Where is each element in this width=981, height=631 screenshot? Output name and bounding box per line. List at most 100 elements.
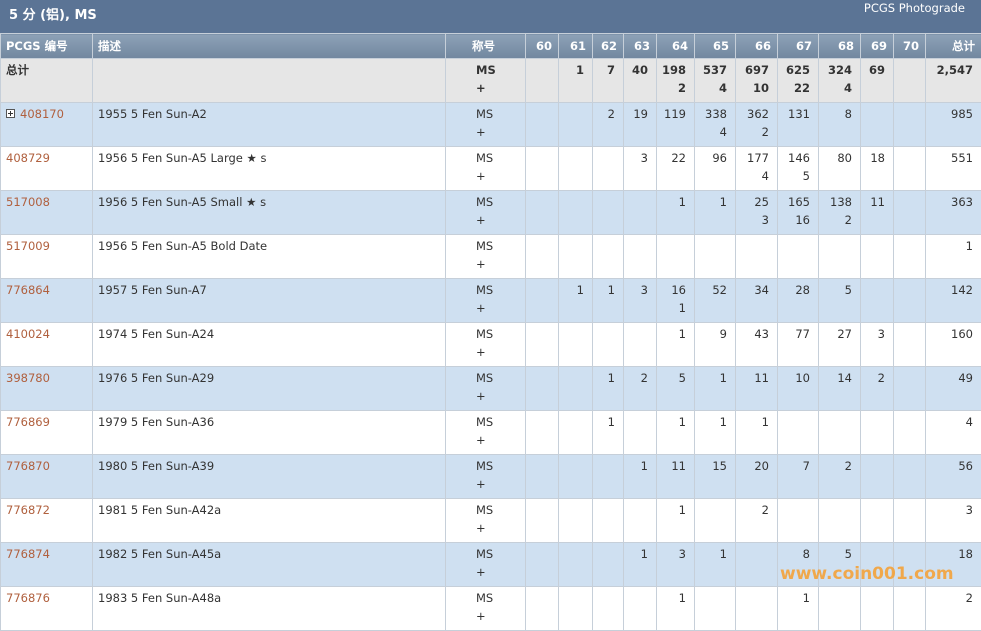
id-cell: 776870 bbox=[1, 455, 93, 499]
coin-id[interactable]: 776869 bbox=[6, 415, 50, 429]
grade-cell bbox=[559, 499, 593, 543]
grade-cell bbox=[559, 411, 593, 455]
cell-line: 34 bbox=[736, 281, 769, 299]
cell-line: 5 bbox=[657, 369, 686, 387]
subtitle[interactable]: PCGS Photograde bbox=[864, 1, 965, 15]
cell-line: 1 bbox=[657, 193, 686, 211]
coin-id[interactable]: 398780 bbox=[6, 371, 50, 385]
column-header: PCGS 编号 bbox=[1, 34, 93, 59]
grade-cell bbox=[819, 499, 861, 543]
title-bar: 5 分 (铝), MS PCGS Photograde bbox=[0, 0, 981, 33]
grade-cell bbox=[593, 323, 624, 367]
grade-cell bbox=[695, 235, 736, 279]
grade-cell: 1 bbox=[657, 587, 695, 631]
description-cell: 1980 5 Fen Sun-A39 bbox=[93, 455, 446, 499]
id-cell: 408170 bbox=[1, 103, 93, 147]
cell-line: 3 bbox=[624, 149, 648, 167]
grade-cell: 77 bbox=[778, 323, 819, 367]
cell-line: + bbox=[476, 343, 525, 361]
grade-cell: 11 bbox=[861, 191, 894, 235]
grade-cell bbox=[861, 411, 894, 455]
cell-line: 16 bbox=[778, 211, 810, 229]
grade-cell bbox=[736, 543, 778, 587]
cell-line: MS bbox=[476, 281, 525, 299]
coin-id[interactable]: 408170 bbox=[20, 107, 64, 121]
coin-id[interactable]: 776874 bbox=[6, 547, 50, 561]
grade-cell: 2 bbox=[624, 367, 657, 411]
grade-cell bbox=[861, 279, 894, 323]
coin-id[interactable]: 776872 bbox=[6, 503, 50, 517]
cell-line: 625 bbox=[778, 61, 810, 79]
grade-cell bbox=[894, 587, 926, 631]
grade-cell: 8 bbox=[819, 103, 861, 147]
cell-line: 9 bbox=[695, 325, 727, 343]
grade-cell bbox=[526, 59, 559, 103]
cell-line: 10 bbox=[778, 369, 810, 387]
grade-cell bbox=[593, 587, 624, 631]
grade-cell bbox=[559, 191, 593, 235]
cell-line: MS bbox=[476, 501, 525, 519]
cell-line: 1 bbox=[657, 299, 686, 317]
expand-icon[interactable] bbox=[6, 109, 15, 118]
grade-cell: 2 bbox=[819, 455, 861, 499]
grade-cell: 3 bbox=[624, 147, 657, 191]
grade-cell: 11 bbox=[736, 367, 778, 411]
grade-cell bbox=[894, 323, 926, 367]
grade-cell bbox=[559, 455, 593, 499]
cell-line: 2 bbox=[624, 369, 648, 387]
cell-line: 1 bbox=[778, 589, 810, 607]
cell-line: + bbox=[476, 431, 525, 449]
coin-id[interactable]: 410024 bbox=[6, 327, 50, 341]
cell-line: 165 bbox=[778, 193, 810, 211]
cell-line: MS bbox=[476, 325, 525, 343]
total-cell: 1 bbox=[926, 235, 981, 279]
grade-cell bbox=[624, 587, 657, 631]
grade-cell: 1 bbox=[593, 411, 624, 455]
cell-line: 1 bbox=[657, 325, 686, 343]
column-header: 70 bbox=[894, 34, 926, 59]
total-cell: 985 bbox=[926, 103, 981, 147]
grade-cell: 1 bbox=[695, 367, 736, 411]
coin-id[interactable]: 776864 bbox=[6, 283, 50, 297]
grade-cell: 28 bbox=[778, 279, 819, 323]
grade-cell: 1 bbox=[559, 279, 593, 323]
coin-id[interactable]: 408729 bbox=[6, 151, 50, 165]
description-cell: 1956 5 Fen Sun-A5 Large ★ s bbox=[93, 147, 446, 191]
cell-line: 1 bbox=[736, 413, 769, 431]
total-cell: 363 bbox=[926, 191, 981, 235]
cell-line: 324 bbox=[819, 61, 852, 79]
grade-cell bbox=[624, 411, 657, 455]
grade-cell bbox=[559, 543, 593, 587]
grade-cell: 7 bbox=[778, 455, 819, 499]
cell-line: 69 bbox=[861, 61, 885, 79]
column-header: 69 bbox=[861, 34, 894, 59]
cell-line: MS bbox=[476, 237, 525, 255]
cell-line: 7 bbox=[593, 61, 615, 79]
coin-id[interactable]: 517008 bbox=[6, 195, 50, 209]
grade-cell bbox=[593, 543, 624, 587]
cell-line: 3 bbox=[624, 281, 648, 299]
cell-line: 1 bbox=[657, 413, 686, 431]
cell-line: 1 bbox=[695, 193, 727, 211]
coin-id[interactable]: 776876 bbox=[6, 591, 50, 605]
cell-line: 3 bbox=[736, 211, 769, 229]
coin-id[interactable]: 517009 bbox=[6, 239, 50, 253]
id-cell: 776864 bbox=[1, 279, 93, 323]
total-label: 总计 bbox=[1, 59, 93, 103]
column-header: 67 bbox=[778, 34, 819, 59]
cell-line: 2 bbox=[736, 123, 769, 141]
grade-cell bbox=[526, 411, 559, 455]
designation-cell: MS+ bbox=[446, 411, 526, 455]
grade-cell bbox=[695, 587, 736, 631]
grade-cell: 11 bbox=[657, 455, 695, 499]
cell-line: + bbox=[476, 387, 525, 405]
coin-id[interactable]: 776870 bbox=[6, 459, 50, 473]
grade-cell: 119 bbox=[657, 103, 695, 147]
grade-cell: 1 bbox=[657, 323, 695, 367]
